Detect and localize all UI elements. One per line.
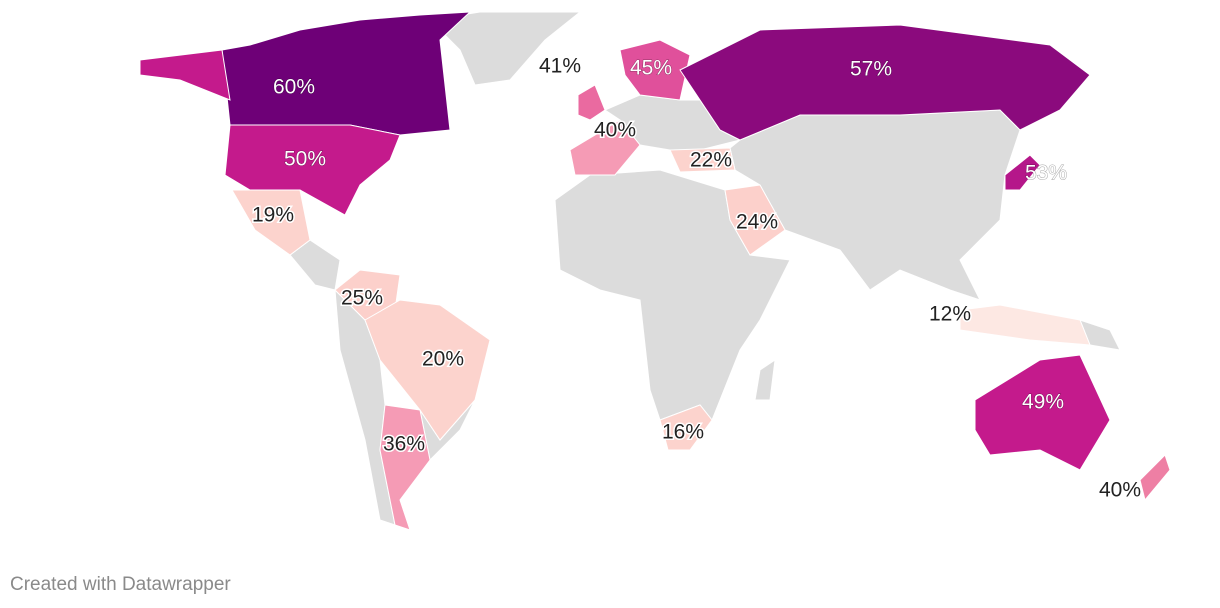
region	[221, 11, 472, 136]
value-label: 41%	[539, 55, 581, 78]
region	[974, 354, 1111, 471]
value-label: 57%	[850, 58, 892, 81]
madagascar	[754, 358, 776, 401]
region	[959, 304, 1091, 346]
greenland	[428, 11, 582, 86]
value-label: 49%	[1022, 391, 1064, 414]
region	[231, 189, 311, 256]
value-label: 25%	[341, 287, 383, 310]
region	[724, 184, 786, 256]
value-label: 16%	[662, 421, 704, 444]
region	[1004, 154, 1041, 191]
value-label: 40%	[594, 119, 636, 142]
region	[364, 299, 491, 441]
africa	[554, 169, 791, 421]
region	[139, 49, 401, 216]
value-label: 19%	[252, 204, 294, 227]
region	[619, 39, 691, 101]
regions	[139, 11, 1171, 531]
region	[577, 84, 606, 121]
value-label: 45%	[630, 57, 672, 80]
region	[669, 147, 736, 173]
value-label: 50%	[284, 148, 326, 171]
labels: 60% 50% 19% 25% 20% 36% 41% 45% 40% 22% 24% 57% 53% 1…	[250, 53, 1142, 503]
value-label: 20%	[422, 348, 464, 371]
region	[679, 24, 1091, 141]
region	[334, 269, 401, 321]
value-label: 24%	[736, 211, 778, 234]
value-label: 12%	[929, 303, 971, 326]
value-label: 36%	[383, 433, 425, 456]
background-land	[289, 11, 1121, 526]
value-label: 22%	[690, 149, 732, 172]
value-label: 40%	[1099, 479, 1141, 502]
region	[659, 404, 713, 451]
region	[379, 404, 431, 531]
region	[569, 119, 641, 176]
value-label: 60%	[273, 76, 315, 99]
credit: Created with Datawrapper	[10, 574, 231, 595]
value-label: 53%	[1025, 162, 1067, 185]
region	[1139, 454, 1171, 502]
